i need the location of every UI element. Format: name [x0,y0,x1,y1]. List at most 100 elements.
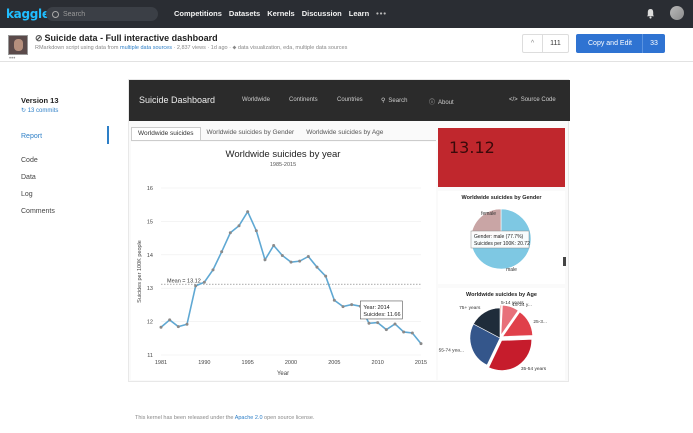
nav-datasets[interactable]: Datasets [228,9,261,18]
data-point [228,231,232,235]
data-source-link[interactable]: multiple data sources [119,45,172,51]
license-link[interactable]: Apache 2.0 [234,415,263,421]
nav-kernels[interactable]: Kernels [267,9,295,18]
chart-subtitle: 1985-2015 [270,162,296,168]
pie-label-age: 75+ years [459,305,481,311]
pie-slice [502,311,533,337]
x-tick-label: 2005 [328,360,340,366]
kernel-sidebar: Version 13 ↻ 13 commits Report Code Data… [21,96,59,215]
gender-pie-panel: Worldwide suicides by Gender male female G… [438,191,565,284]
y-tick-label: 11 [147,353,153,359]
x-tick-label: 1981 [155,360,167,366]
y-tick-label: 15 [147,219,153,225]
data-point [376,321,380,325]
commits-link[interactable]: ↻ 13 commits [21,108,59,114]
search-icon [52,10,59,18]
sidebar-active-indicator [107,126,109,144]
tab-suicides-by-age[interactable]: Worldwide suicides by Age [306,129,384,136]
y-tick-label: 16 [147,186,153,192]
dashboard-frame: Suicide Dashboard Worldwide Continents C… [128,79,570,382]
data-point [176,325,180,329]
more-menu-icon[interactable]: ••• [376,9,388,18]
data-point [332,298,336,302]
kernel-header: ••• ⊘ Suicide data - Full interactive das… [0,28,693,62]
mouse-cursor [563,257,566,266]
data-point [254,229,258,233]
tab-worldwide-suicides[interactable]: Worldwide suicides [131,127,201,141]
x-axis-label: Year [277,371,289,377]
dash-nav-countries[interactable]: Countries [337,97,363,103]
data-point [324,274,328,278]
search-icon: ⚲ [381,98,386,104]
data-point [272,243,276,247]
bell-icon[interactable] [646,8,655,19]
line-chart-panel: Worldwide suicides by year 1985-2015 11 12 1… [131,142,436,380]
author-avatar[interactable] [8,35,28,55]
pie-label-age: 5-14 years [501,300,524,306]
tooltip-year: Year: 2014 [363,305,389,311]
user-avatar[interactable] [670,6,684,20]
copy-and-edit-button[interactable]: Copy and Edit 33 [576,34,665,53]
tooltip-box [360,300,403,320]
pie-slice [500,304,519,337]
pie-label-female: female [481,211,496,217]
dash-nav-worldwide[interactable]: Worldwide [242,97,270,103]
data-point [159,325,163,329]
kernel-title: ⊘ Suicide data - Full interactive dashboa… [35,33,218,43]
history-icon: ↻ [21,108,28,114]
pie-tooltip-box [470,230,530,249]
data-point [280,253,284,257]
tooltip-value: Suicides: 11.66 [363,312,400,318]
sidebar-item-code[interactable]: Code [21,157,38,164]
x-tick-label: 2010 [372,360,384,366]
x-tick-label: 1990 [198,360,210,366]
pie-label-age: 15-24 y... [512,302,532,308]
license-footer: This kernel has been released under the … [135,415,315,421]
x-tick-label: 2015 [415,360,427,366]
fork-count: 33 [642,34,665,53]
more-options-icon[interactable]: ••• [9,56,16,62]
x-tick-label: 2000 [285,360,297,366]
code-icon: </> [509,97,518,103]
mean-value: 13.12 [449,138,495,157]
y-tick-label: 12 [147,320,153,326]
data-point [246,210,250,214]
chart-title: Worldwide suicides by year [226,149,341,160]
tab-divider [131,140,436,141]
data-point [384,328,388,332]
nav-competitions[interactable]: Competitions [174,9,222,18]
upvote-widget: ^ 111 [522,34,569,53]
search-input[interactable]: Search [46,7,158,21]
nav-discussion[interactable]: Discussion [301,9,342,18]
upvote-button[interactable]: ^ [523,35,543,52]
sidebar-item-data[interactable]: Data [21,174,36,181]
dash-nav-continents[interactable]: Continents [289,97,318,103]
kernel-tags[interactable]: data visualization, eda, multiple data s… [237,45,348,51]
dashboard-brand[interactable]: Suicide Dashboard [139,95,216,105]
dash-nav-about[interactable]: ⓘ About [429,97,454,106]
dash-nav-search[interactable]: ⚲ Search [381,98,408,104]
pie-label-age: 25-3... [533,319,547,325]
data-point [298,259,302,263]
globe-icon: ⊘ [35,33,43,43]
tab-suicides-by-gender[interactable]: Worldwide suicides by Gender [206,129,295,136]
sidebar-item-comments[interactable]: Comments [21,208,55,215]
sidebar-item-log[interactable]: Log [21,191,33,198]
nav-learn[interactable]: Learn [348,9,370,18]
data-point [315,265,319,269]
gender-pie-chart[interactable]: male female Gender: male (77.7%)Suicides p… [438,191,565,284]
kernel-subtitle: RMarkdown script using data from multipl… [35,45,348,51]
data-point [306,254,310,258]
dash-nav-source-code[interactable]: </> Source Code [509,97,556,103]
vote-count: 111 [550,40,561,47]
pie-label-age: 35-54 years [521,366,547,372]
pie-slice [473,307,501,339]
info-icon: ⓘ [429,100,436,106]
line-chart[interactable]: Worldwide suicides by year 1985-2015 11 12 1… [131,142,436,380]
sidebar-item-report[interactable]: Report [21,133,43,140]
y-tick-label: 13 [147,286,153,292]
data-point [237,224,241,228]
kaggle-logo[interactable]: kaggle [6,7,50,21]
data-point [194,284,198,288]
